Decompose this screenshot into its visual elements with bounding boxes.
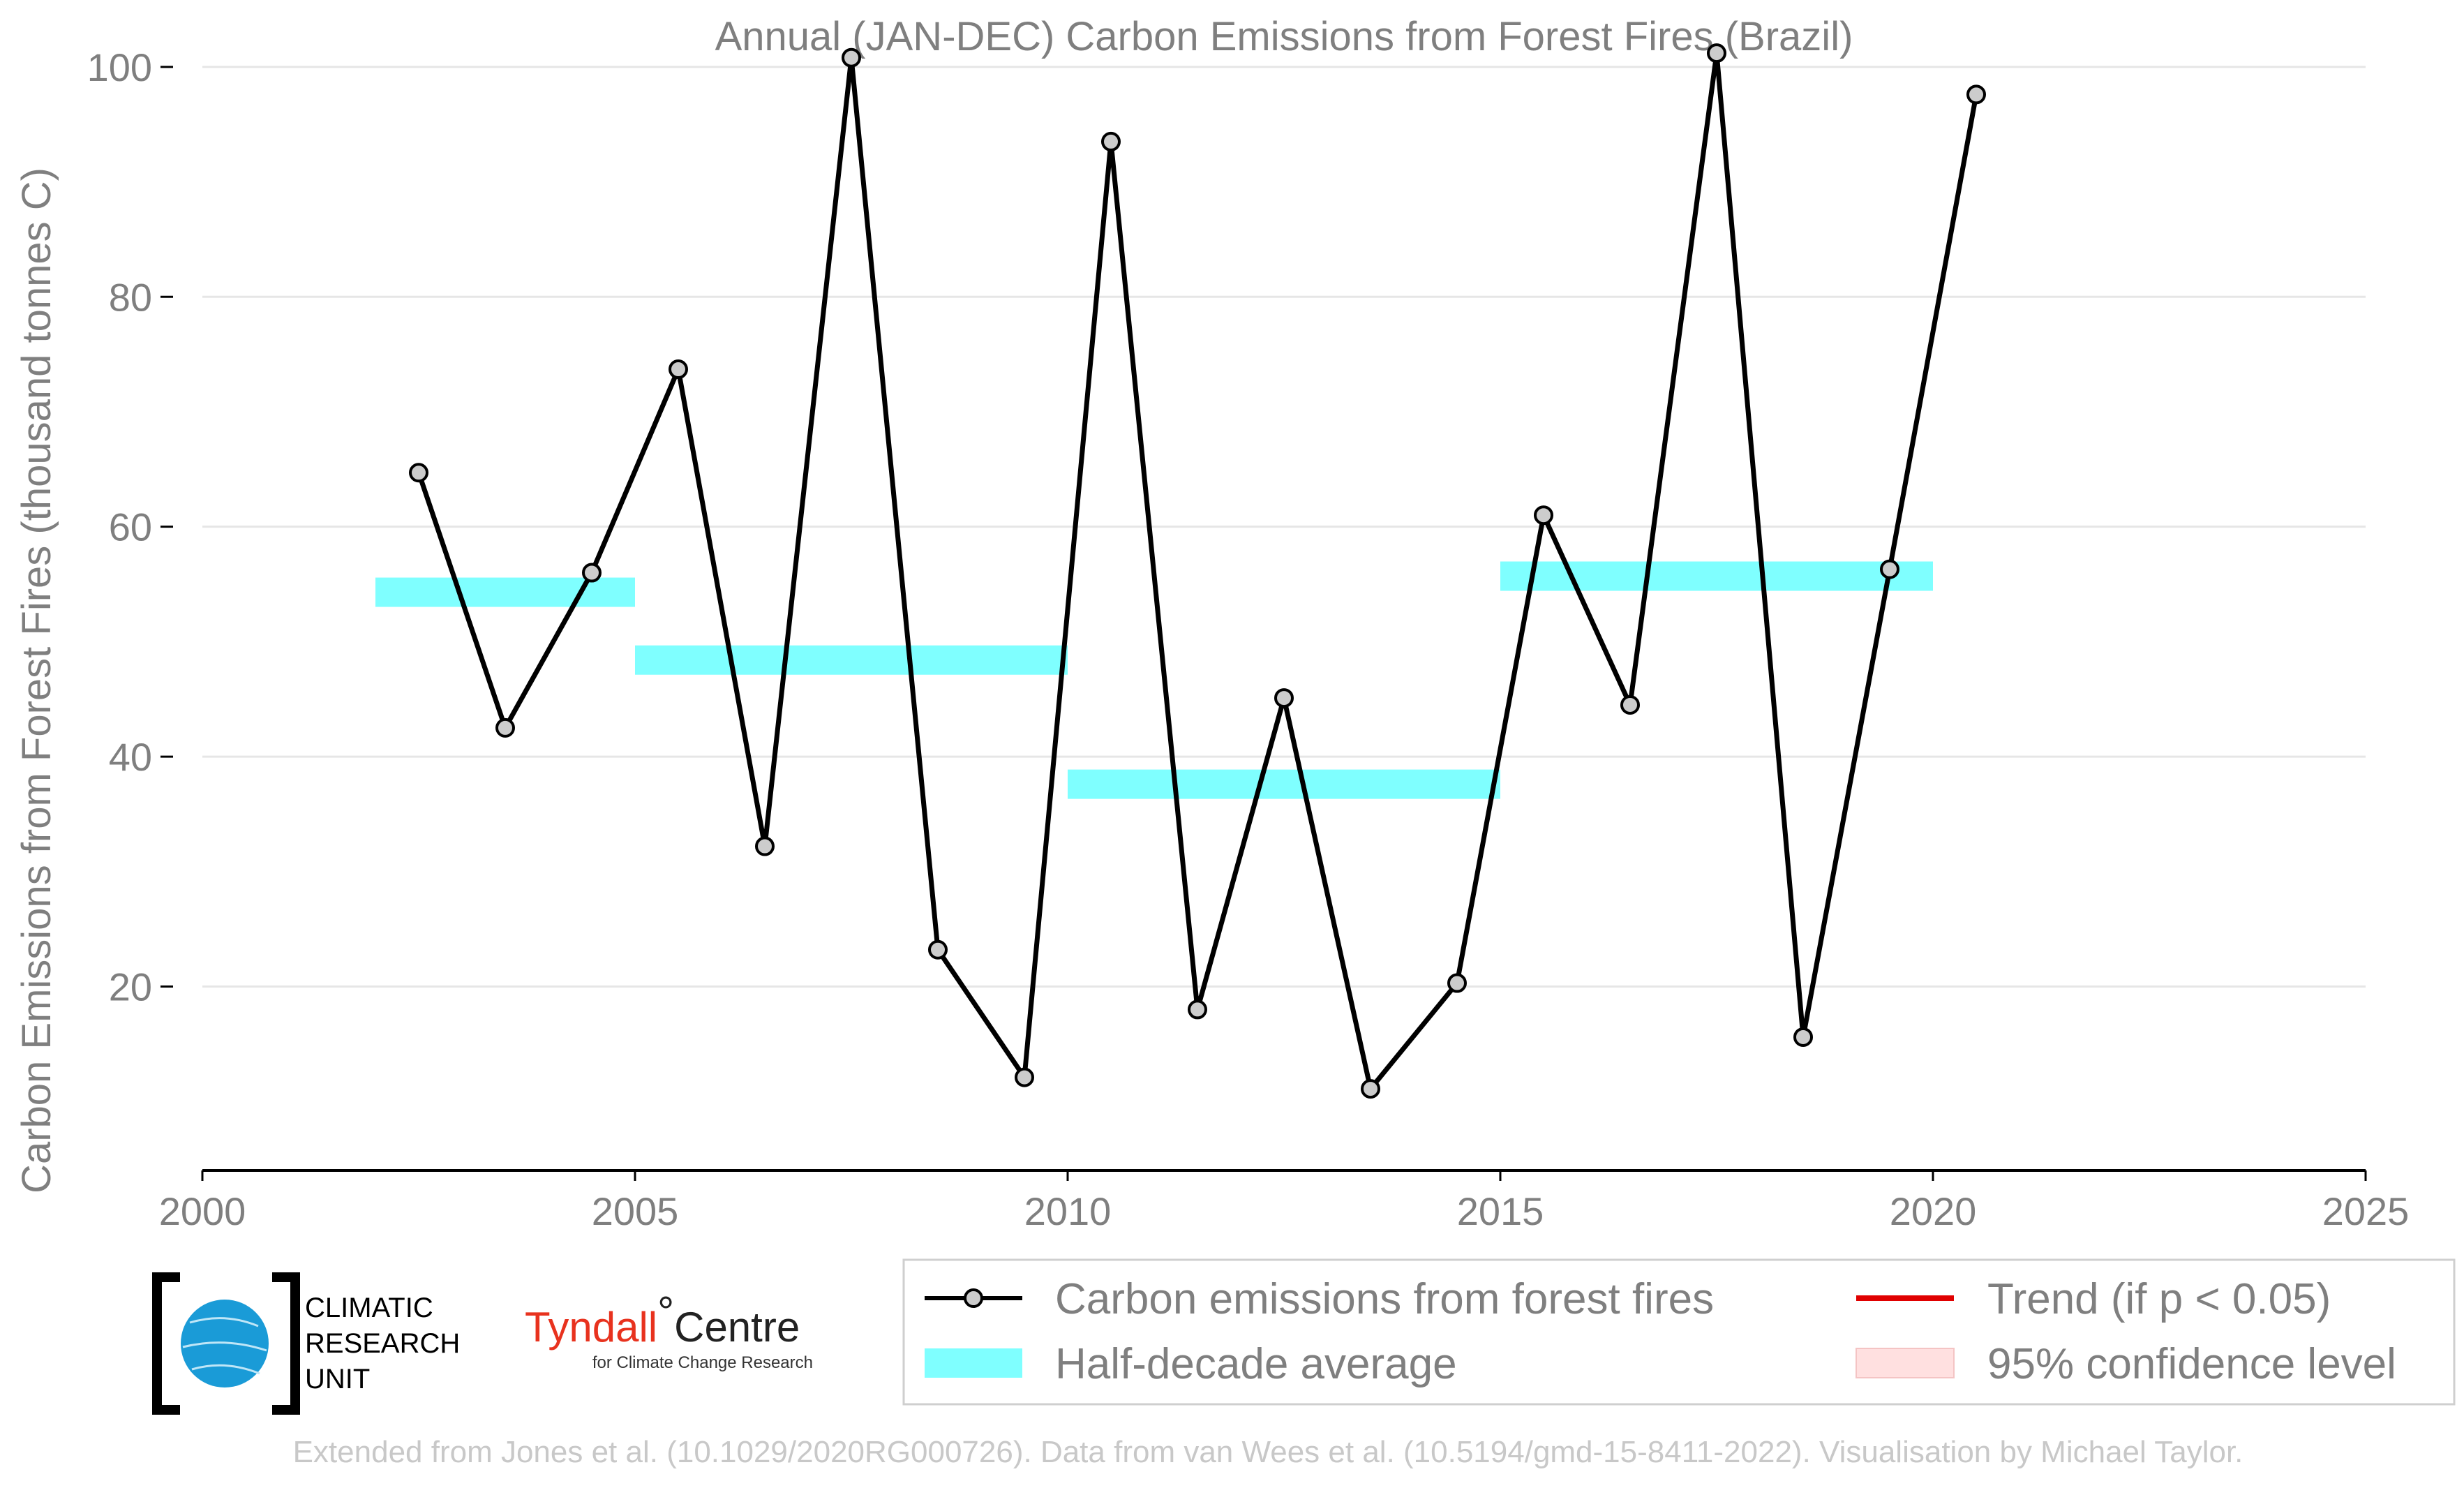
cru-text-line-2: RESEARCH <box>305 1328 460 1359</box>
legend-band-swatch <box>925 1348 1022 1378</box>
tyndall-degree: ° <box>657 1288 674 1335</box>
data-point <box>842 47 861 68</box>
cru-text-line-3: UNIT <box>305 1364 370 1394</box>
cru-logo: CLIMATIC RESEARCH UNIT <box>152 1272 460 1415</box>
legend-label-half-decade: Half-decade average <box>1055 1340 1457 1388</box>
legend-box <box>902 1258 2456 1406</box>
data-point <box>755 836 775 856</box>
y-tick-label: 100 <box>87 45 152 89</box>
axes: 20 40 60 80 100 2000 2005 2010 2015 2020 2025 <box>87 45 2410 1233</box>
half-decade-band <box>1068 769 1500 799</box>
legend-item-trend: Trend (if p < 0.05) <box>1856 1275 2331 1323</box>
data-point <box>409 463 428 483</box>
legend-item-confidence: 95% confidence level <box>1856 1340 2396 1388</box>
y-axis-label: Carbon Emissions from Forest Fires (thou… <box>14 168 59 1193</box>
y-tick-label: 80 <box>109 275 152 319</box>
half-decade-band <box>635 645 1068 675</box>
legend-item-emissions: Carbon emissions from forest fires <box>925 1275 1714 1323</box>
data-point <box>495 717 515 738</box>
legend-label-trend: Trend (if p < 0.05) <box>1987 1275 2331 1323</box>
tyndall-word: Tyndall <box>525 1304 657 1351</box>
data-point <box>1101 131 1121 151</box>
half-decade-bands <box>375 561 1933 799</box>
tyndall-wordmark: Tyndall°Centre <box>525 1288 800 1351</box>
data-point <box>1880 559 1899 579</box>
legend-marker-swatch <box>964 1288 983 1308</box>
data-point <box>582 563 602 583</box>
emissions-series <box>409 43 1986 1099</box>
x-tick-label: 2025 <box>2322 1189 2410 1233</box>
data-point <box>1361 1079 1380 1099</box>
y-tick-label: 40 <box>109 735 152 779</box>
x-tick-label: 2010 <box>1024 1189 1112 1233</box>
data-point <box>1015 1067 1034 1087</box>
globe-lines <box>182 1317 267 1375</box>
y-tick-label: 60 <box>109 505 152 549</box>
tyndall-logo: Tyndall°Centre for Climate Change Resear… <box>525 1288 813 1372</box>
x-tick-label: 2020 <box>1890 1189 1977 1233</box>
gridlines <box>202 66 2366 988</box>
legend-label-confidence: 95% confidence level <box>1987 1340 2396 1388</box>
data-point <box>1707 43 1726 64</box>
data-point <box>1966 84 1986 105</box>
cru-bracket-gap <box>177 1273 275 1414</box>
tyndall-subtitle: for Climate Change Research <box>592 1353 813 1372</box>
data-point <box>1793 1027 1813 1047</box>
chart-title: Annual (JAN-DEC) Carbon Emissions from F… <box>715 14 1853 59</box>
credit-line: Extended from Jones et al. (10.1029/2020… <box>293 1435 2243 1469</box>
y-tick-label: 20 <box>109 965 152 1009</box>
data-point <box>669 359 688 380</box>
data-point <box>928 939 948 960</box>
data-point <box>1620 694 1640 715</box>
data-point <box>1534 505 1553 526</box>
legend-label-emissions: Carbon emissions from forest fires <box>1055 1275 1714 1323</box>
x-tick-label: 2005 <box>592 1189 679 1233</box>
data-point <box>1274 688 1294 708</box>
tyndall-centre-word: Centre <box>674 1304 800 1351</box>
cru-left-bracket <box>152 1272 180 1415</box>
cru-right-bracket <box>272 1272 300 1415</box>
legend-item-half-decade: Half-decade average <box>925 1340 1457 1388</box>
half-decade-band <box>375 577 635 607</box>
x-tick-label: 2015 <box>1457 1189 1544 1233</box>
x-tick-label: 2000 <box>159 1189 246 1233</box>
legend-confidence-swatch <box>1856 1348 1955 1378</box>
legend: Carbon emissions from forest fires Half-… <box>902 1258 2456 1406</box>
cru-text-line-1: CLIMATIC <box>305 1293 433 1323</box>
data-point <box>1447 973 1467 993</box>
data-point <box>1188 999 1207 1020</box>
